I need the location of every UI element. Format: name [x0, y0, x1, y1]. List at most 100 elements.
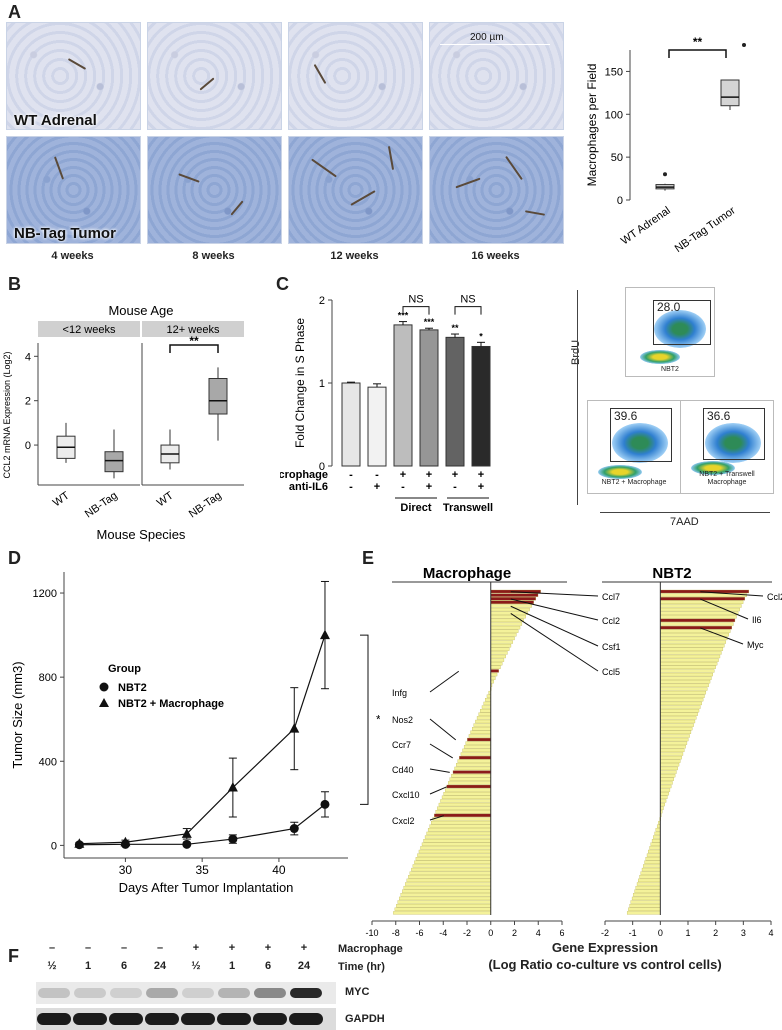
blot-band-myc	[74, 988, 106, 998]
e-bar	[490, 611, 528, 615]
e-bar	[438, 802, 491, 807]
e-title: NBT2	[652, 565, 691, 582]
e-bar	[660, 676, 712, 680]
e-bar	[660, 734, 690, 738]
blot-time-value: 24	[297, 960, 311, 972]
e-bar	[420, 846, 491, 850]
c-group-label: Transwell	[443, 502, 493, 514]
e-bar	[660, 763, 680, 767]
blot-time-value: 24	[153, 960, 167, 972]
e-title: Macrophage	[423, 565, 511, 582]
e-bar	[660, 636, 728, 641]
e-bar	[423, 839, 491, 843]
e-bar	[660, 795, 668, 799]
e-callout-line	[429, 718, 457, 741]
e-bar	[402, 889, 491, 893]
c-row-label-macrophage: Macrophage	[280, 469, 328, 481]
e-bar	[411, 867, 491, 872]
e-bar	[473, 723, 491, 727]
week-label-16: 16 weeks	[471, 250, 520, 262]
e-bar	[418, 849, 491, 854]
c-sig-star: *	[479, 331, 483, 341]
a-sig-bracket	[668, 49, 727, 58]
b-box	[104, 451, 124, 473]
c-macrophage-sign: +	[478, 469, 484, 481]
d-ytick-label: 400	[39, 756, 57, 768]
panel-label-a: A	[8, 2, 21, 22]
e-bar	[660, 640, 726, 644]
e-bar	[660, 737, 689, 742]
blot-time-value: ½	[47, 960, 57, 972]
c-il6-sign: +	[426, 481, 432, 493]
flow-value-macrophage: 39.6	[614, 409, 638, 423]
e-xtick-label: 1	[685, 928, 690, 938]
e-bar	[490, 654, 506, 659]
flow-caption-transwell: NBT2 + Transwell Macrophage	[699, 471, 755, 486]
b-ytick-label: 2	[25, 396, 31, 408]
d-sig-label: *	[376, 713, 380, 727]
blot-treatment-sign: +	[192, 942, 200, 954]
d-series-line	[79, 634, 326, 845]
d-legend-circle	[99, 682, 109, 692]
e-bar	[397, 900, 491, 904]
e-bar	[626, 911, 661, 915]
e-bar	[644, 860, 661, 864]
e-bar-highlight	[490, 593, 539, 597]
e-bar	[660, 658, 719, 662]
b-xtick-label: WT	[51, 489, 72, 509]
flow-plot-transwell: 36.6 NBT2 + Transwell Macrophage	[680, 400, 774, 494]
e-xlabel: Gene Expression	[551, 940, 659, 955]
c-il6-sign: +	[374, 481, 380, 493]
c-bar	[341, 382, 361, 467]
e-bar	[444, 788, 491, 792]
e-bar	[660, 709, 700, 713]
blot-band-gapdh	[217, 1013, 251, 1025]
d-legend-macrophage: NBT2 + Macrophage	[118, 698, 224, 710]
e-bar	[399, 896, 491, 901]
e-bar	[660, 651, 722, 655]
e-xtick-label: 6	[559, 928, 564, 938]
blot-time-value: 6	[264, 960, 272, 972]
e-bar	[660, 705, 701, 709]
d-point-triangle	[120, 836, 131, 847]
e-bar	[634, 889, 661, 893]
micrograph-nb-12wk	[288, 136, 423, 244]
e-bar	[660, 759, 681, 763]
micrograph-nb-8wk	[147, 136, 282, 244]
a-ylabel: Macrophages per Field	[585, 64, 599, 187]
e-bar	[648, 849, 661, 854]
c-bar	[419, 329, 439, 467]
e-bar	[490, 607, 530, 612]
panel-label-d: D	[8, 548, 21, 568]
c-sig-star: ***	[398, 311, 409, 321]
e-gene-label: Cxcl2	[392, 816, 415, 826]
e-bar	[660, 662, 718, 666]
e-bar	[660, 629, 731, 633]
e-xtick-label: 3	[741, 928, 746, 938]
a-ytick-label: 100	[605, 109, 623, 121]
e-bar	[660, 701, 702, 706]
e-bar	[641, 867, 661, 872]
a-outlier	[742, 43, 746, 47]
c-il6-sign: -	[349, 481, 353, 493]
e-bar	[640, 871, 661, 875]
flow-caption-nbt2: NBT2	[661, 366, 679, 373]
e-gene-label: Myc	[747, 640, 764, 650]
c-ylabel: Fold Change in S Phase	[293, 318, 307, 448]
e-bar	[660, 755, 682, 760]
e-xtick-label: -1	[629, 928, 637, 938]
e-bar	[470, 730, 491, 734]
e-callout-line	[700, 598, 749, 620]
e-bar	[660, 781, 673, 785]
e-bar	[660, 799, 667, 803]
d-point-circle	[289, 824, 299, 834]
c-bar	[471, 345, 491, 467]
blot-time-value: ½	[191, 960, 201, 972]
d-point-triangle	[289, 723, 300, 733]
western-blot: – – – – + + + + ½ 1 6 24 ½ 1 6 24 Macrophage Time (hr)…	[0, 938, 430, 1030]
e-bar	[449, 777, 491, 781]
e-bar	[490, 644, 512, 648]
flow-caption-macrophage: NBT2 + Macrophage	[601, 479, 667, 486]
e-callout-line	[429, 743, 454, 759]
e-bar	[660, 698, 704, 702]
